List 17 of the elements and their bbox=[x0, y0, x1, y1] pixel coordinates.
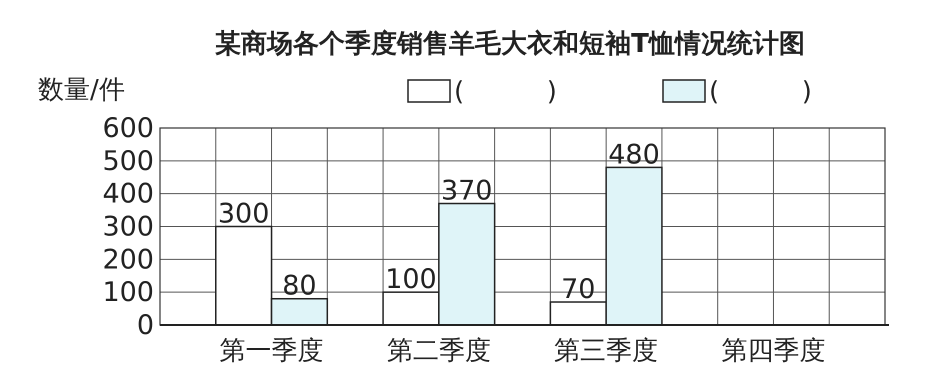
legend-label: ( ) bbox=[709, 77, 812, 107]
chart-title: 某商场各个季度销售羊毛大衣和短袖T恤情况统计图 bbox=[215, 29, 805, 59]
y-tick-label: 200 bbox=[102, 244, 154, 276]
y-tick-label: 100 bbox=[102, 277, 154, 308]
y-tick-label: 300 bbox=[102, 212, 154, 242]
data-label: 300 bbox=[218, 198, 270, 230]
x-tick-label: 第二季度 bbox=[386, 336, 491, 366]
data-label: 100 bbox=[385, 264, 437, 296]
y-tick-label: 0 bbox=[136, 310, 154, 341]
x-tick-label: 第四季度 bbox=[721, 336, 826, 366]
y-tick-label: 500 bbox=[102, 146, 154, 177]
y-axis-title: 数量/件 bbox=[38, 75, 125, 105]
y-tick-label: 600 bbox=[102, 113, 154, 144]
legend-label: ( ) bbox=[454, 77, 557, 107]
x-tick-label: 第一季度 bbox=[220, 336, 324, 366]
x-tick-label: 第三季度 bbox=[554, 336, 658, 366]
y-tick-label: 400 bbox=[102, 178, 154, 210]
